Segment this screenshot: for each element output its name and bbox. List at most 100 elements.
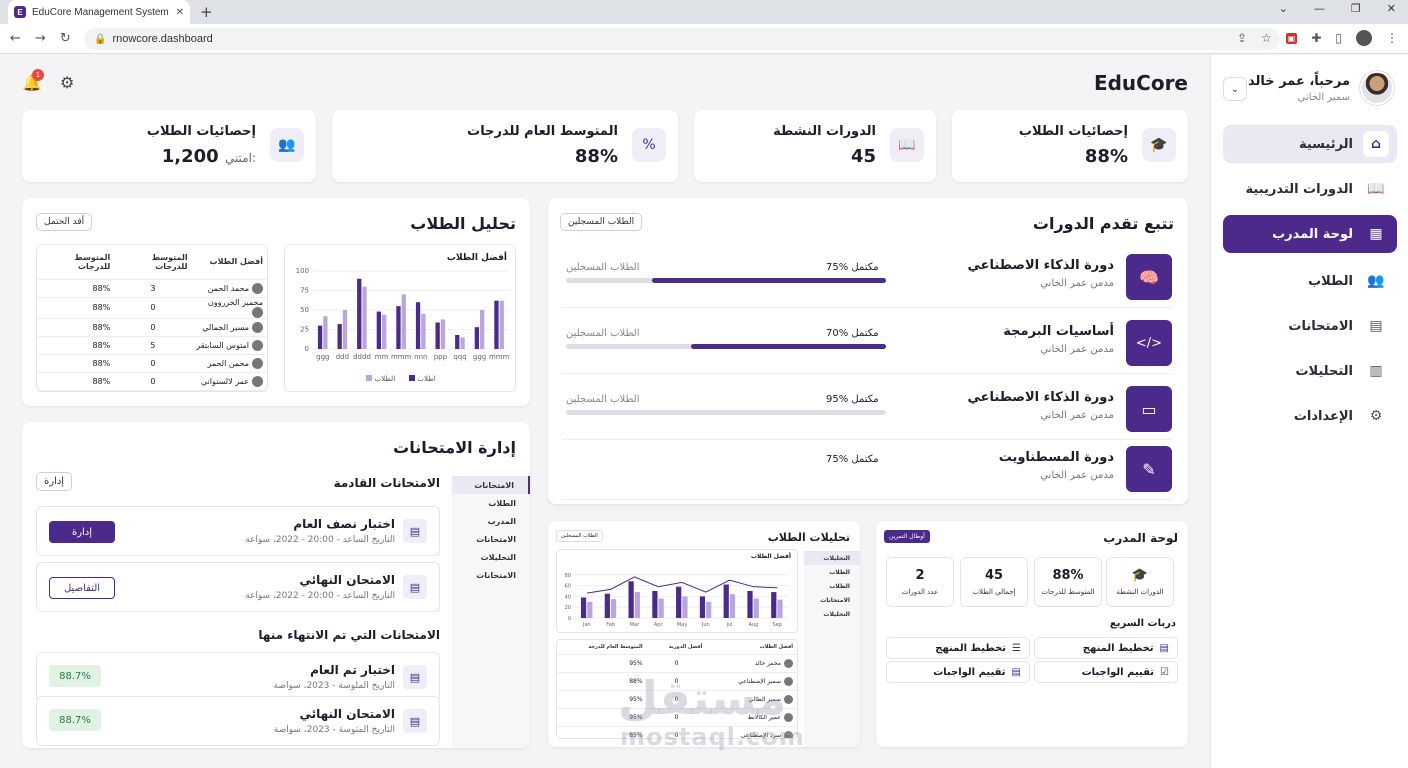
subnav-item[interactable]: الطلاب — [829, 568, 850, 576]
bar[interactable] — [494, 300, 499, 349]
subnav-item[interactable]: الطلاب — [829, 582, 850, 590]
sidebar-item-3[interactable]: الطلاب 👥 — [1223, 262, 1397, 300]
bar[interactable] — [682, 596, 688, 618]
subnav-item[interactable]: التحليلات — [804, 551, 860, 565]
bar[interactable] — [580, 597, 587, 618]
sidebar-item-5[interactable]: التحليلات ▥ — [1223, 352, 1397, 390]
bar[interactable] — [604, 593, 610, 618]
bar[interactable] — [362, 286, 367, 349]
bar[interactable] — [435, 322, 440, 349]
course-row[interactable]: ▭ دورة الذكاء الاصطناعي مدمن عمر الخاني 95%… — [562, 378, 1172, 440]
bar[interactable] — [396, 306, 401, 349]
course-row[interactable]: 🧠 دورة الذكاء الاصطناعي مدمن عمر الخاني 75%… — [562, 246, 1172, 308]
bar[interactable] — [342, 310, 348, 349]
profile-avatar[interactable] — [1356, 30, 1372, 46]
extension-icon[interactable]: ▣ — [1285, 32, 1298, 44]
bar[interactable] — [723, 584, 729, 618]
quick-link-button[interactable]: تخطيط المنهج ▤ — [1034, 637, 1178, 659]
course-row[interactable]: </> أساسيات البرمجة مدمن عمر الخاني 70% مكت… — [562, 312, 1172, 374]
url-field[interactable]: 🔒 rnowcore.dashboard — [84, 28, 1280, 50]
forward-icon[interactable]: → — [34, 31, 46, 46]
subnav-item[interactable]: التحليلات — [480, 552, 516, 562]
sidebar-item-2[interactable]: لوحة المدرب ▦ — [1223, 215, 1397, 253]
bar[interactable] — [729, 594, 736, 618]
table-row[interactable]: 88% 0 سمير الإصطناعي — [557, 672, 797, 691]
bar[interactable] — [658, 598, 664, 618]
bar[interactable] — [652, 591, 658, 618]
user-profile[interactable]: مرحباً، عمر خالد سمير الخاني — [1248, 71, 1394, 105]
close-tab-icon[interactable]: ✕ — [175, 6, 184, 18]
back-icon[interactable]: ← — [10, 31, 21, 46]
table-row[interactable]: 88% 0 محمن الحمر — [37, 354, 267, 373]
bar[interactable] — [474, 327, 480, 349]
bar[interactable] — [628, 581, 634, 618]
new-tab-icon[interactable]: + — [200, 3, 213, 21]
gear-icon[interactable]: ⚙ — [60, 73, 75, 92]
sidebar-item-0[interactable]: الرئيسية ⌂ — [1223, 125, 1397, 163]
enrolled-filter-button[interactable]: الطلاب المسجلين — [556, 530, 603, 542]
enrolled-filter-button[interactable]: الطلاب المسجلين — [560, 213, 643, 231]
sidebar-item-6[interactable]: الإعدادات ⚙ — [1223, 397, 1397, 435]
reload-icon[interactable]: ↻ — [59, 31, 71, 46]
maximize-icon[interactable]: ❐ — [1350, 2, 1361, 15]
subnav-item[interactable]: الامتحانات — [476, 534, 516, 544]
sidepanel-icon[interactable]: ▯ — [1335, 31, 1342, 45]
bar[interactable] — [699, 596, 706, 618]
bar[interactable] — [499, 300, 504, 349]
close-window-icon[interactable]: ✕ — [1386, 2, 1396, 15]
bar[interactable] — [610, 599, 617, 618]
bar[interactable] — [753, 598, 759, 618]
table-row[interactable]: 88% 3 محمد الحمن — [37, 279, 267, 298]
sidebar-item-4[interactable]: الامتحانات ▤ — [1223, 307, 1397, 345]
subnav-item[interactable]: الامتحانات — [820, 596, 850, 604]
bar[interactable] — [747, 591, 753, 618]
bar[interactable] — [440, 319, 446, 349]
bar[interactable] — [317, 325, 323, 349]
bar[interactable] — [421, 313, 426, 349]
instructor-tag[interactable]: أوطال التمرين — [884, 530, 930, 543]
analysis-filter-button[interactable]: أقد الحتمل — [36, 213, 93, 231]
subnav-item[interactable]: المدرب — [487, 516, 516, 526]
bar[interactable] — [587, 601, 593, 618]
bar[interactable] — [676, 586, 682, 618]
bar[interactable] — [382, 314, 387, 349]
subnav-item[interactable]: الامتحانات — [452, 476, 530, 494]
table-row[interactable]: 95% 0 عمير الكالانظ — [557, 708, 797, 727]
star-icon[interactable]: ☆ — [1261, 31, 1272, 45]
table-row[interactable]: 88% 5 امتوس السابتقر — [37, 336, 267, 355]
manage-exam-button[interactable]: إدارة — [49, 521, 115, 543]
bar[interactable] — [771, 592, 777, 618]
bar[interactable] — [323, 316, 328, 349]
quick-link-button[interactable]: تقييم الواجبات ▤ — [886, 661, 1030, 683]
table-row[interactable]: 95% 0 سمير الطالي — [557, 690, 797, 709]
bar[interactable] — [401, 294, 406, 349]
chevron-down-icon[interactable]: ⌄ — [1223, 77, 1247, 101]
table-row[interactable]: 88% 0 مسير الجمالي — [37, 318, 267, 337]
menu-icon[interactable]: ⋮ — [1386, 31, 1398, 45]
table-row[interactable]: 95% 0 محمر خالد — [557, 654, 797, 673]
subnav-item[interactable]: التحليلات — [823, 610, 850, 618]
table-row[interactable]: 85% 0 سرد الإصطناعي — [557, 726, 797, 738]
chevron-down-icon[interactable]: ⌄ — [1278, 2, 1288, 15]
bar[interactable] — [376, 311, 382, 349]
exam-details-button[interactable]: التفاصيل — [49, 577, 115, 599]
table-row[interactable]: 88% 0 محمير الخرروون — [37, 297, 267, 319]
quick-link-button[interactable]: تخطيط المنهج ☰ — [886, 637, 1030, 659]
share-icon[interactable]: ⇪ — [1236, 31, 1247, 45]
manage-exams-button[interactable]: إدارة — [36, 472, 73, 491]
course-row[interactable]: ✎ دورة المسطناويت مدمن عمر الخاني 75% مكتمل — [562, 438, 1172, 500]
browser-tab[interactable]: E EduCore Management System ✕ — [8, 0, 190, 24]
bar[interactable] — [415, 302, 421, 349]
subnav-item[interactable]: الامتحانات — [476, 570, 516, 580]
puzzle-icon[interactable]: ✚ — [1311, 31, 1322, 45]
bar[interactable] — [706, 601, 712, 618]
bar[interactable] — [634, 592, 640, 618]
bar[interactable] — [777, 599, 783, 618]
bar[interactable] — [455, 334, 460, 349]
sidebar-item-1[interactable]: الدورات التدريبية 📖 — [1223, 170, 1397, 208]
minimize-icon[interactable]: — — [1313, 2, 1325, 15]
bar[interactable] — [460, 337, 465, 349]
bar[interactable] — [337, 324, 342, 349]
bar[interactable] — [480, 310, 485, 349]
quick-link-button[interactable]: تقييم الواجبات ☑ — [1034, 661, 1178, 683]
